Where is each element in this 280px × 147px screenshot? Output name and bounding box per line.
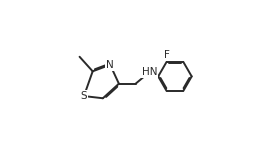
- Text: S: S: [81, 91, 87, 101]
- Text: HN: HN: [142, 67, 157, 77]
- Text: N: N: [106, 60, 114, 70]
- Text: F: F: [164, 50, 169, 60]
